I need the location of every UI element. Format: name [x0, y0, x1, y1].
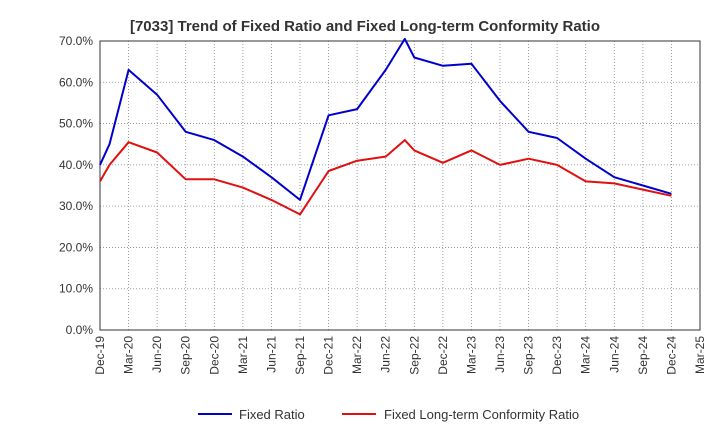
y-tick-label: 60.0% [59, 75, 93, 89]
plot-area: 0.0% 10.0% 20.0% 30.0% 40.0% 50.0% 60.0% 70.0% D… [59, 34, 707, 375]
legend-label-fixed-ratio: Fixed Ratio [239, 407, 305, 422]
x-tick-label: Dec-19 [93, 336, 107, 375]
y-tick-label: 0.0% [66, 323, 94, 337]
legend-label-fixed-long-term-conformity-ratio: Fixed Long-term Conformity Ratio [384, 407, 579, 422]
x-tick-label: Sep-24 [636, 336, 650, 375]
y-tick-label: 10.0% [59, 282, 93, 296]
legend: Fixed Ratio Fixed Long-term Conformity R… [198, 407, 579, 422]
x-tick-label: Mar-23 [464, 336, 478, 374]
x-tick-label: Dec-22 [436, 336, 450, 375]
x-tick-label: Dec-24 [664, 336, 678, 375]
x-tick-label: Jun-21 [264, 336, 278, 373]
y-tick-label: 40.0% [59, 158, 93, 172]
y-tick-label: 20.0% [59, 240, 93, 254]
chart-title: [7033] Trend of Fixed Ratio and Fixed Lo… [130, 18, 600, 35]
x-tick-label: Jun-24 [607, 336, 621, 373]
x-tick-label: Dec-20 [207, 336, 221, 375]
series-line-fixed-long-term-conformity-ratio [99, 139, 672, 216]
x-tick-label: Dec-23 [550, 336, 564, 375]
x-tick-label: Mar-20 [122, 336, 136, 374]
x-tick-label: Sep-20 [179, 336, 193, 375]
plot-frame [99, 40, 701, 331]
x-tick-label: Dec-21 [322, 336, 336, 375]
y-tick-label: 30.0% [59, 199, 93, 213]
x-tick-label: Sep-21 [293, 336, 307, 375]
x-tick-label: Sep-22 [407, 336, 421, 375]
x-tick-label: Mar-22 [350, 336, 364, 374]
y-tick-label: 70.0% [59, 34, 93, 48]
x-tick-label: Jun-22 [379, 336, 393, 373]
series-line-fixed-ratio [99, 37, 672, 201]
y-tick-label: 50.0% [59, 117, 93, 131]
x-tick-label: Mar-24 [579, 336, 593, 374]
x-tick-label: Mar-25 [693, 336, 707, 374]
x-tick-label: Jun-23 [493, 336, 507, 373]
x-tick-label: Mar-21 [236, 336, 250, 374]
x-tick-label: Jun-20 [150, 336, 164, 373]
x-tick-label: Sep-23 [522, 336, 536, 375]
